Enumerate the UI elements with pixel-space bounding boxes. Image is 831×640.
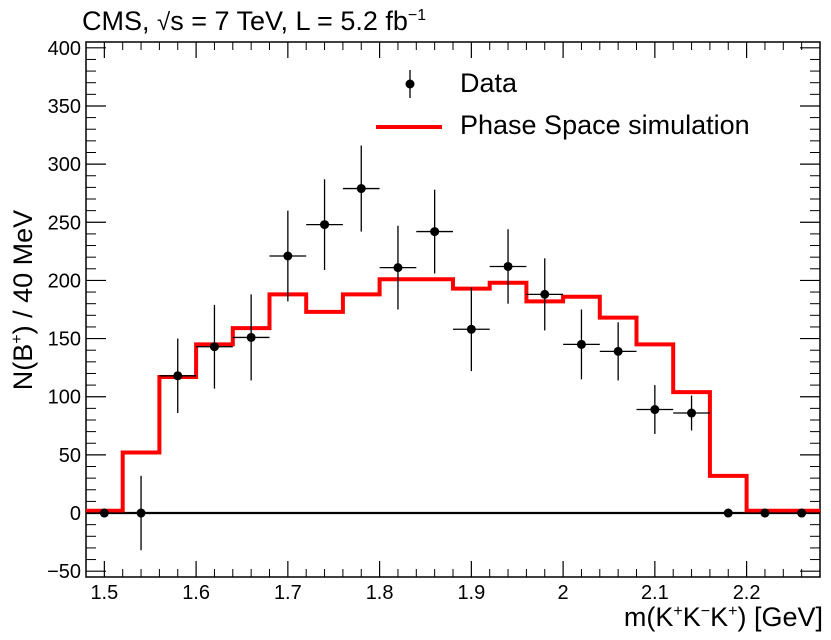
data-marker xyxy=(540,289,550,299)
data-point xyxy=(86,508,123,518)
data-point xyxy=(342,145,380,232)
axis-ticks: 1.5 1.6 1.7 1.8 1.9 2 2.1 2.2 −50 0 50 100 150 200 250… xyxy=(47,38,821,604)
y-tick-label: 0 xyxy=(70,503,81,525)
legend-data-marker xyxy=(405,79,415,89)
data-marker xyxy=(797,508,807,518)
y-tick-label: 100 xyxy=(48,387,81,409)
y-tick-label: 400 xyxy=(48,38,81,60)
data-marker xyxy=(393,263,403,273)
x-tick-label: 1.5 xyxy=(90,582,118,604)
y-axis-label: N(B+) / 40 MeV xyxy=(8,209,38,391)
data-point xyxy=(709,508,747,518)
data-point xyxy=(416,189,453,274)
data-marker xyxy=(430,227,440,237)
data-marker xyxy=(613,346,623,356)
y-tick-label: 250 xyxy=(48,212,81,234)
data-marker xyxy=(209,342,219,352)
data-marker xyxy=(99,508,109,518)
data-point xyxy=(526,258,564,331)
data-point xyxy=(599,322,637,381)
simulation-step-line xyxy=(86,277,820,513)
data-marker xyxy=(356,184,366,194)
data-marker xyxy=(466,324,476,334)
simulation-histogram xyxy=(86,277,820,513)
data-marker xyxy=(723,508,733,518)
x-tick-label: 1.8 xyxy=(366,582,394,604)
data-points xyxy=(86,145,820,551)
y-tick-label: 50 xyxy=(59,445,81,467)
data-point xyxy=(783,508,820,518)
data-marker xyxy=(503,261,513,271)
data-point xyxy=(306,179,343,270)
data-marker xyxy=(173,371,183,381)
x-tick-label: 1.6 xyxy=(182,582,210,604)
y-tick-label: 300 xyxy=(48,154,81,176)
y-tick-label: 350 xyxy=(48,96,81,118)
data-point xyxy=(269,210,307,302)
x-tick-label: 2 xyxy=(558,582,569,604)
data-marker xyxy=(136,508,146,518)
data-point xyxy=(563,309,600,380)
data-point xyxy=(673,395,710,431)
data-marker xyxy=(320,220,330,230)
legend-label-simulation: Phase Space simulation xyxy=(460,110,750,140)
x-tick-label: 1.9 xyxy=(457,582,485,604)
data-point xyxy=(489,229,527,304)
data-marker xyxy=(283,251,293,261)
x-tick-label: 2.2 xyxy=(733,582,761,604)
legend-marks xyxy=(376,70,442,129)
y-tick-label: −50 xyxy=(47,561,81,583)
data-marker xyxy=(687,408,697,418)
data-point xyxy=(379,225,417,310)
data-marker xyxy=(760,508,770,518)
x-tick-label: 1.7 xyxy=(274,582,302,604)
y-tick-label: 150 xyxy=(48,329,81,351)
legend-label-data: Data xyxy=(460,68,518,98)
data-point xyxy=(746,508,784,518)
data-marker xyxy=(650,405,660,415)
chart-title: CMS, √s = 7 TeV, L = 5.2 fb−1 xyxy=(82,6,427,36)
data-point xyxy=(453,287,490,372)
data-point xyxy=(636,385,674,434)
data-point xyxy=(232,294,270,381)
data-point xyxy=(196,304,233,389)
data-point xyxy=(159,338,197,414)
data-marker xyxy=(576,339,586,349)
x-axis-label: m(K+K−K+) [GeV] xyxy=(623,602,823,632)
data-point xyxy=(122,475,160,551)
x-tick-label: 2.1 xyxy=(641,582,669,604)
y-tick-label: 200 xyxy=(48,270,81,292)
data-marker xyxy=(246,332,256,342)
